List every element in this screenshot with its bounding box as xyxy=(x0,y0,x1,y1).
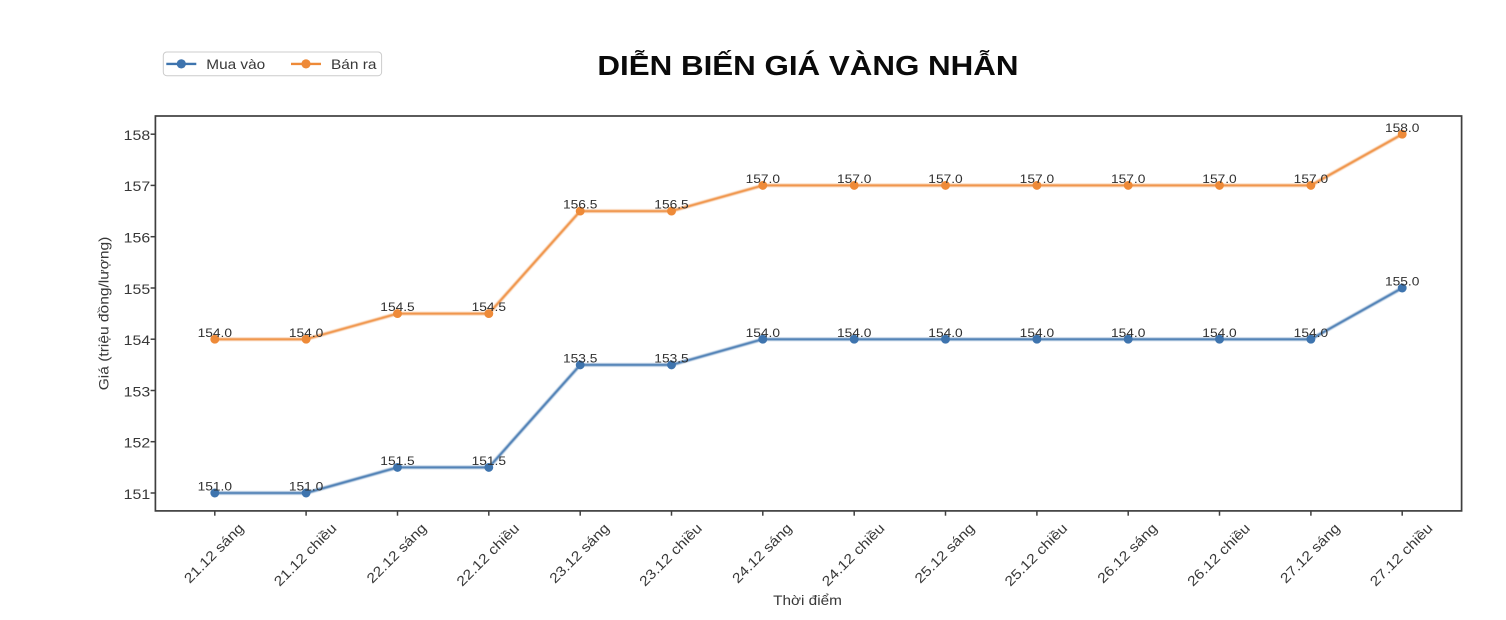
svg-text:156.5: 156.5 xyxy=(563,198,598,212)
svg-text:154.0: 154.0 xyxy=(198,326,233,340)
svg-text:154.0: 154.0 xyxy=(1020,326,1055,340)
svg-text:154.0: 154.0 xyxy=(1111,326,1146,340)
svg-text:154.0: 154.0 xyxy=(746,326,781,340)
svg-text:151: 151 xyxy=(124,486,151,502)
svg-text:154.5: 154.5 xyxy=(472,300,507,314)
svg-text:157.0: 157.0 xyxy=(928,172,963,186)
svg-text:154.0: 154.0 xyxy=(837,326,872,340)
svg-text:153: 153 xyxy=(124,383,151,399)
svg-text:153.5: 153.5 xyxy=(563,352,598,366)
svg-text:156: 156 xyxy=(124,230,151,246)
svg-text:151.5: 151.5 xyxy=(380,454,415,468)
svg-text:157.0: 157.0 xyxy=(1202,172,1237,186)
svg-text:157.0: 157.0 xyxy=(746,172,781,186)
svg-text:Bán ra: Bán ra xyxy=(331,56,377,72)
svg-text:156.5: 156.5 xyxy=(654,198,689,212)
svg-text:154.5: 154.5 xyxy=(380,300,415,314)
svg-text:154.0: 154.0 xyxy=(1202,326,1237,340)
svg-text:154.0: 154.0 xyxy=(1294,326,1329,340)
svg-text:158.0: 158.0 xyxy=(1385,121,1420,135)
svg-text:157.0: 157.0 xyxy=(1111,172,1146,186)
svg-text:155: 155 xyxy=(124,281,151,297)
svg-text:DIỄN BIẾN GIÁ VÀNG NHẪN: DIỄN BIẾN GIÁ VÀNG NHẪN xyxy=(597,50,1018,81)
svg-text:Giá (triệu đồng/lượng): Giá (triệu đồng/lượng) xyxy=(95,237,111,391)
svg-text:Thời điểm: Thời điểm xyxy=(773,592,842,608)
svg-text:Mua vào: Mua vào xyxy=(206,56,265,72)
svg-text:154.0: 154.0 xyxy=(289,326,324,340)
svg-text:152: 152 xyxy=(124,435,151,451)
svg-text:151.0: 151.0 xyxy=(198,480,233,494)
svg-text:153.5: 153.5 xyxy=(654,352,689,366)
svg-text:154.0: 154.0 xyxy=(928,326,963,340)
svg-text:151.5: 151.5 xyxy=(472,454,507,468)
svg-text:158: 158 xyxy=(124,127,151,143)
svg-text:157.0: 157.0 xyxy=(1294,172,1329,186)
svg-text:157.0: 157.0 xyxy=(837,172,872,186)
svg-text:154: 154 xyxy=(124,332,151,348)
svg-text:157: 157 xyxy=(124,178,151,194)
svg-text:157.0: 157.0 xyxy=(1020,172,1055,186)
svg-text:155.0: 155.0 xyxy=(1385,275,1420,289)
svg-text:151.0: 151.0 xyxy=(289,480,324,494)
